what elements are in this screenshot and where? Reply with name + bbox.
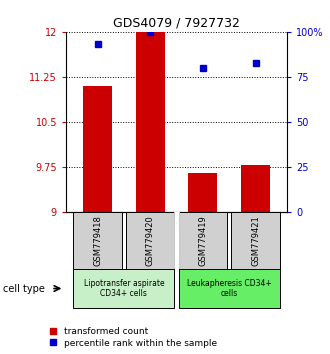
Bar xyxy=(179,212,227,269)
Text: GSM779419: GSM779419 xyxy=(198,215,207,266)
Text: GSM779420: GSM779420 xyxy=(146,215,155,266)
Bar xyxy=(83,86,112,212)
Text: GSM779421: GSM779421 xyxy=(251,215,260,266)
Bar xyxy=(73,212,122,269)
Title: GDS4079 / 7927732: GDS4079 / 7927732 xyxy=(113,16,240,29)
Text: Leukapheresis CD34+
cells: Leukapheresis CD34+ cells xyxy=(187,279,272,298)
Bar xyxy=(188,173,217,212)
Bar xyxy=(126,212,175,269)
Bar xyxy=(73,269,175,308)
Bar xyxy=(136,32,165,212)
Text: Lipotransfer aspirate
CD34+ cells: Lipotransfer aspirate CD34+ cells xyxy=(83,279,164,298)
Bar xyxy=(241,165,270,212)
Bar xyxy=(179,269,280,308)
Bar xyxy=(231,212,280,269)
Legend: transformed count, percentile rank within the sample: transformed count, percentile rank withi… xyxy=(48,325,218,349)
Text: cell type: cell type xyxy=(3,284,45,293)
Text: GSM779418: GSM779418 xyxy=(93,215,102,266)
